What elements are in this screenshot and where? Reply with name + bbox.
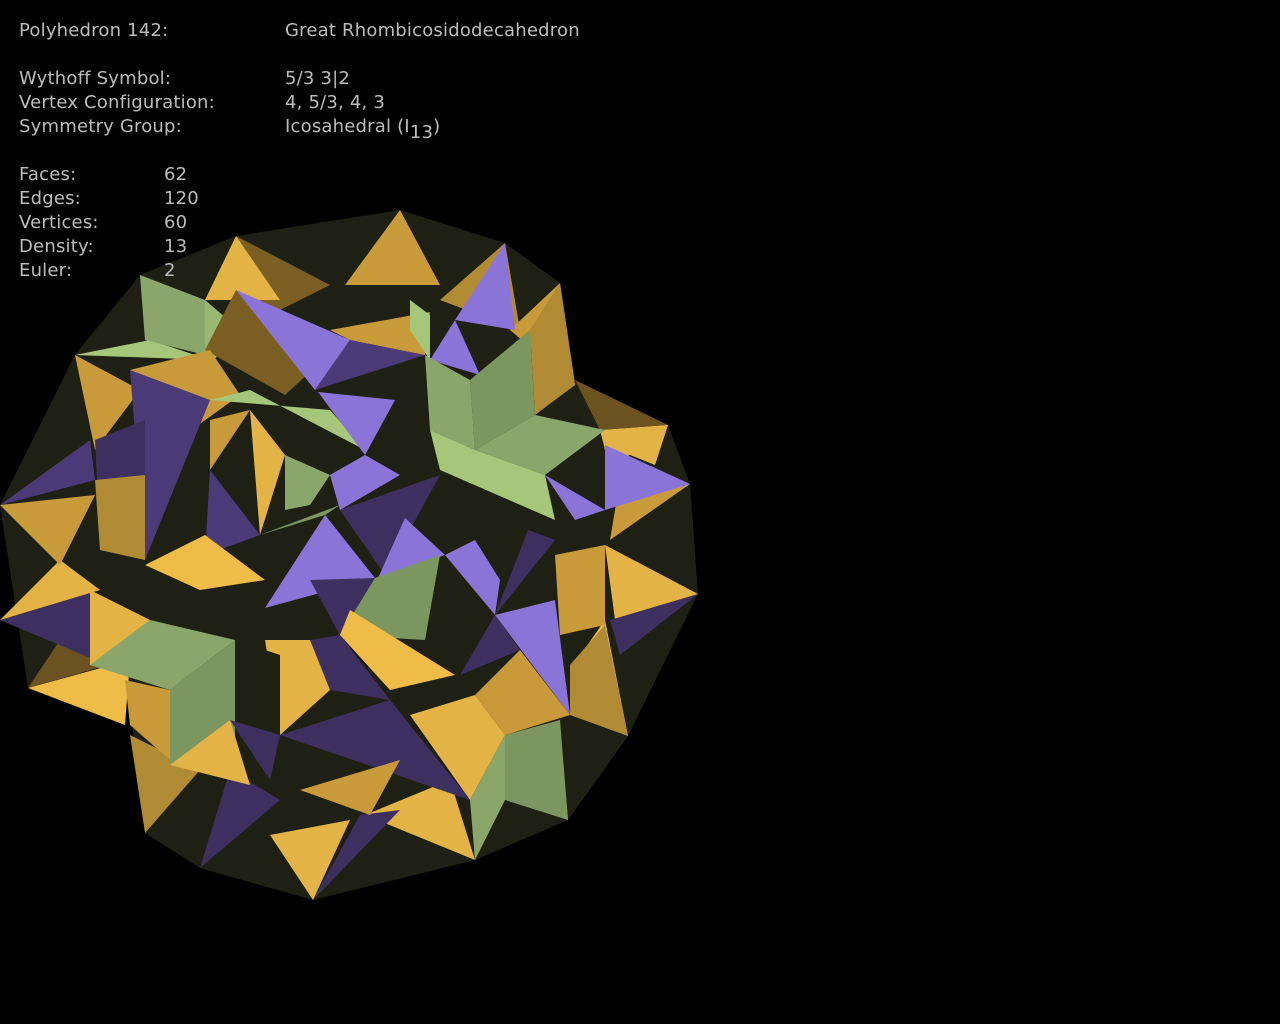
vertex-config-value: 4, 5/3, 4, 3	[285, 92, 386, 113]
spike	[0, 560, 100, 620]
pentagram-face	[570, 625, 628, 736]
pentagram-face	[530, 283, 575, 415]
square-face	[340, 555, 440, 640]
spike	[0, 495, 95, 565]
polyhedron-model	[0, 210, 698, 900]
square-face	[90, 620, 235, 690]
square-face	[505, 730, 568, 820]
spike	[575, 380, 668, 430]
euler-label: Euler:	[19, 260, 73, 281]
pentagram-face	[145, 535, 265, 590]
triangle-face	[310, 578, 375, 635]
polyhedron-title-label: Polyhedron 142:	[19, 20, 169, 41]
pentagram-face	[170, 720, 250, 785]
spike	[140, 275, 205, 355]
symmetry-text: Icosahedral (I	[285, 116, 410, 137]
spike	[0, 590, 95, 660]
triangle-face	[130, 370, 210, 560]
triangle-face	[236, 290, 350, 390]
symmetry-close: )	[433, 116, 441, 137]
spike	[365, 780, 475, 860]
spike	[0, 440, 95, 505]
pentagram-face	[300, 760, 400, 815]
pentagram-face	[410, 695, 505, 800]
wythoff-value: 5/3 3|2	[285, 68, 351, 89]
spike	[270, 820, 350, 900]
spike	[130, 735, 200, 833]
pentagram-face	[605, 425, 668, 465]
square-face	[470, 330, 535, 450]
spike	[200, 770, 280, 868]
pentagram-face	[250, 410, 285, 535]
symmetry-subscript: 13	[409, 122, 434, 143]
square-face	[260, 505, 340, 535]
pentagram-face	[125, 680, 170, 760]
triangle-face	[495, 600, 570, 715]
density-label: Density:	[19, 236, 94, 257]
symmetry-value: Icosahedral (I13)	[285, 116, 441, 143]
spike	[28, 640, 125, 688]
faces-label: Faces:	[19, 164, 77, 185]
edges-label: Edges:	[19, 188, 81, 209]
triangle-face	[330, 455, 400, 510]
density-value: 13	[164, 236, 188, 257]
euler-value: 2	[164, 260, 176, 281]
vertices-label: Vertices:	[19, 212, 99, 233]
faces-value: 62	[164, 164, 188, 185]
triangle-face	[340, 475, 440, 575]
triangle-face	[460, 615, 520, 675]
vertices-value: 60	[164, 212, 188, 233]
triangle-face	[205, 470, 260, 555]
triangle-face	[445, 540, 500, 615]
square-face	[235, 640, 280, 740]
triangle-face	[605, 445, 690, 510]
pentagram-face	[555, 545, 605, 635]
square-face	[470, 735, 505, 860]
spike	[345, 210, 440, 285]
spike	[610, 594, 698, 655]
pentagram-face	[265, 640, 330, 735]
triangle-face	[430, 320, 480, 375]
wythoff-label: Wythoff Symbol:	[19, 68, 172, 89]
square-face	[425, 355, 475, 450]
pentagram-face	[210, 410, 250, 470]
pentagram-face	[475, 650, 570, 735]
triangle-face	[310, 635, 390, 700]
pentagram-face	[90, 590, 150, 665]
square-face	[285, 455, 330, 510]
square-face	[430, 430, 555, 520]
square-face	[475, 415, 605, 475]
spike	[28, 660, 130, 725]
pentagram-face	[330, 312, 430, 355]
triangle-face	[378, 518, 445, 578]
triangle-face	[230, 720, 280, 780]
symmetry-label: Symmetry Group:	[19, 116, 182, 137]
vertex-config-label: Vertex Configuration:	[19, 92, 215, 113]
square-face	[410, 300, 430, 360]
triangle-face	[315, 340, 425, 390]
pentagram-face	[340, 610, 455, 690]
spike	[313, 810, 400, 900]
spike	[205, 236, 280, 300]
triangle-face	[495, 530, 555, 615]
pentagram-face	[95, 475, 145, 560]
triangle-face	[545, 475, 605, 520]
polyhedron-name: Great Rhombicosidodecahedron	[285, 20, 580, 41]
spike	[75, 355, 140, 450]
triangle-face	[455, 243, 515, 330]
square-face	[210, 390, 365, 450]
edges-value: 120	[164, 188, 199, 209]
triangle-face	[280, 700, 470, 800]
spike	[75, 340, 210, 360]
triangle-face	[318, 392, 395, 455]
